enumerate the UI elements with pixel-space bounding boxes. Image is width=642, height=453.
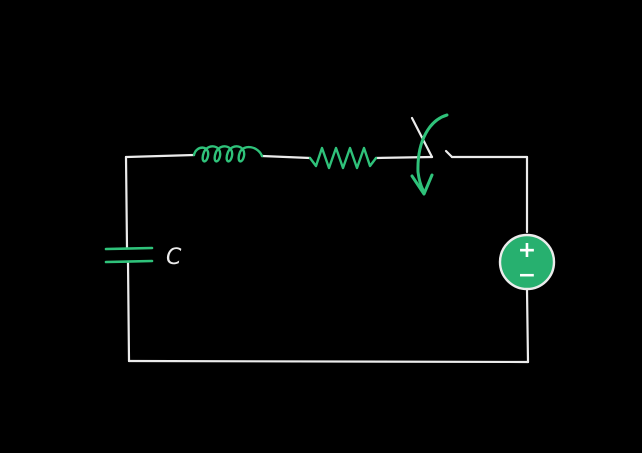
capacitor: C [104, 245, 182, 270]
switch-blade [410, 116, 434, 159]
source-minus-symbol: − [518, 263, 536, 288]
voltage-source: + − [498, 233, 556, 291]
wire-top-left [124, 153, 196, 159]
curved-arrow-icon [410, 113, 449, 196]
resistor-zigzag [308, 146, 378, 170]
wire-left-upper [124, 155, 129, 250]
voltage-source-body [498, 233, 556, 291]
wire-right-lower [525, 288, 530, 364]
capacitor-plate-bottom [104, 259, 154, 264]
wire-inductor-resistor [260, 154, 312, 160]
circuit-wires [124, 153, 530, 364]
switch [410, 116, 454, 159]
capacitor-label: C [166, 245, 182, 270]
curved-arrow-shaft [416, 113, 449, 192]
resistor [308, 146, 378, 170]
inductor [192, 145, 264, 163]
inductor-coil [192, 145, 264, 163]
wire-bottom [127, 359, 530, 364]
curved-arrow-head [410, 173, 434, 196]
wire-left-lower [126, 260, 131, 363]
wire-resistor-switch [374, 155, 434, 160]
capacitor-plate-top [104, 246, 154, 251]
switch-contact [444, 149, 454, 159]
source-plus-symbol: + [518, 238, 536, 263]
